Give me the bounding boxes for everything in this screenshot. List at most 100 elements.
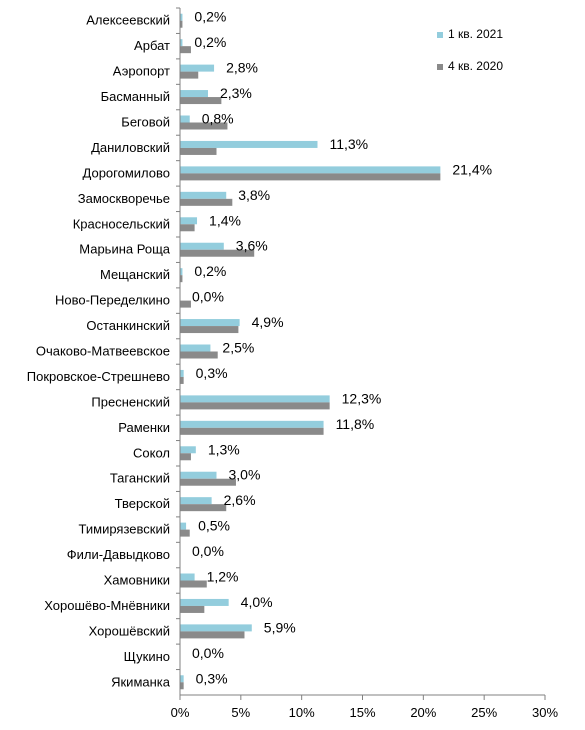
bar-q4-2020 [180,580,207,588]
bar-q1-2021 [180,90,208,98]
bar-q4-2020 [180,682,184,690]
data-label: 0,0% [192,289,224,305]
legend-swatch [437,32,443,38]
data-label: 0,0% [192,543,224,559]
bar-q1-2021 [180,395,330,403]
bar-q1-2021 [180,446,196,454]
data-label: 2,8% [226,60,258,76]
bar-q1-2021 [180,420,324,428]
category-label: Алексеевский [86,13,170,28]
bar-q4-2020 [180,275,183,283]
legend-label: 1 кв. 2021 [448,27,503,41]
bar-q1-2021 [180,522,187,530]
bar-q4-2020 [180,376,184,384]
bar-q1-2021 [180,675,184,683]
bar-q1-2021 [180,242,224,250]
bar-q1-2021 [180,471,217,479]
bar-q1-2021 [180,115,190,123]
category-label: Фили-Давыдково [67,547,170,562]
data-label: 1,4% [209,212,241,228]
category-label: Хорошёвский [89,623,170,638]
bar-q4-2020 [180,300,191,308]
bar-q4-2020 [180,529,190,537]
bar-q1-2021 [180,217,198,225]
bar-q4-2020 [180,478,236,486]
bar-q1-2021 [180,268,183,276]
data-label: 3,6% [236,238,268,254]
data-label: 3,8% [238,187,270,203]
data-label: 0,3% [196,670,228,686]
bar-q1-2021 [180,573,195,581]
data-label: 21,4% [452,161,492,177]
x-tick-label: 15% [349,705,375,720]
bar-q4-2020 [180,326,239,334]
bar-q4-2020 [180,504,227,512]
x-tick-label: 30% [532,705,558,720]
category-label: Марьина Роща [79,242,171,257]
bar-q4-2020 [180,173,441,181]
bar-q4-2020 [180,46,191,54]
bar-q1-2021 [180,140,318,148]
bar-q1-2021 [180,497,212,505]
category-label: Ново-Переделкино [55,293,170,308]
data-label: 2,3% [220,85,252,101]
category-label: Якиманка [111,674,171,689]
bar-q4-2020 [180,147,217,155]
data-label: 1,2% [207,569,239,585]
category-label: Дорогомилово [83,165,170,180]
data-label: 11,3% [329,136,368,152]
data-label: 0,2% [194,263,226,279]
bar-q4-2020 [180,198,233,206]
data-label: 0,2% [194,34,226,50]
category-label: Мещанский [100,267,170,282]
category-label: Хамовники [104,573,170,588]
x-tick-label: 20% [410,705,436,720]
bar-q4-2020 [180,351,218,359]
category-label: Беговой [121,115,170,130]
category-label: Останкинский [86,318,170,333]
category-label: Очаково-Матвеевское [36,344,170,359]
x-tick-label: 10% [289,705,315,720]
category-label: Тверской [115,496,170,511]
category-label: Щукино [124,649,170,664]
bar-q4-2020 [180,224,195,232]
bar-q4-2020 [180,97,222,105]
bar-q1-2021 [180,624,252,632]
category-label: Арбат [134,38,170,53]
x-tick-label: 0% [171,705,190,720]
data-label: 0,3% [196,365,228,381]
bar-q1-2021 [180,39,183,47]
legend-label: 4 кв. 2020 [448,59,503,73]
category-label: Пресненский [91,394,170,409]
data-label: 12,3% [342,390,382,406]
category-label: Замоскворечье [78,191,170,206]
category-label: Даниловский [91,140,170,155]
category-label: Хорошёво-Мнёвники [44,598,170,613]
bar-q4-2020 [180,20,183,28]
data-label: 5,9% [264,619,296,635]
category-label: Покровское-Стрешнево [27,369,170,384]
bar-q1-2021 [180,191,227,199]
bar-q4-2020 [180,605,205,613]
category-label: Красносельский [73,216,170,231]
data-label: 0,0% [192,645,224,661]
data-label: 3,0% [229,467,261,483]
data-label: 0,5% [198,518,230,534]
bar-q4-2020 [180,427,324,435]
bar-q1-2021 [180,344,211,352]
bar-q1-2021 [180,598,229,606]
bar-q4-2020 [180,122,228,130]
data-label: 0,2% [194,9,226,25]
bar-q4-2020 [180,249,255,257]
bar-q1-2021 [180,64,215,72]
category-label: Сокол [133,445,170,460]
legend-swatch [437,64,443,70]
bar-q1-2021 [180,166,441,174]
category-label: Раменки [118,420,170,435]
category-label: Таганский [110,471,170,486]
bar-q4-2020 [180,71,199,79]
bar-q1-2021 [180,319,240,327]
bar-q1-2021 [180,369,184,377]
